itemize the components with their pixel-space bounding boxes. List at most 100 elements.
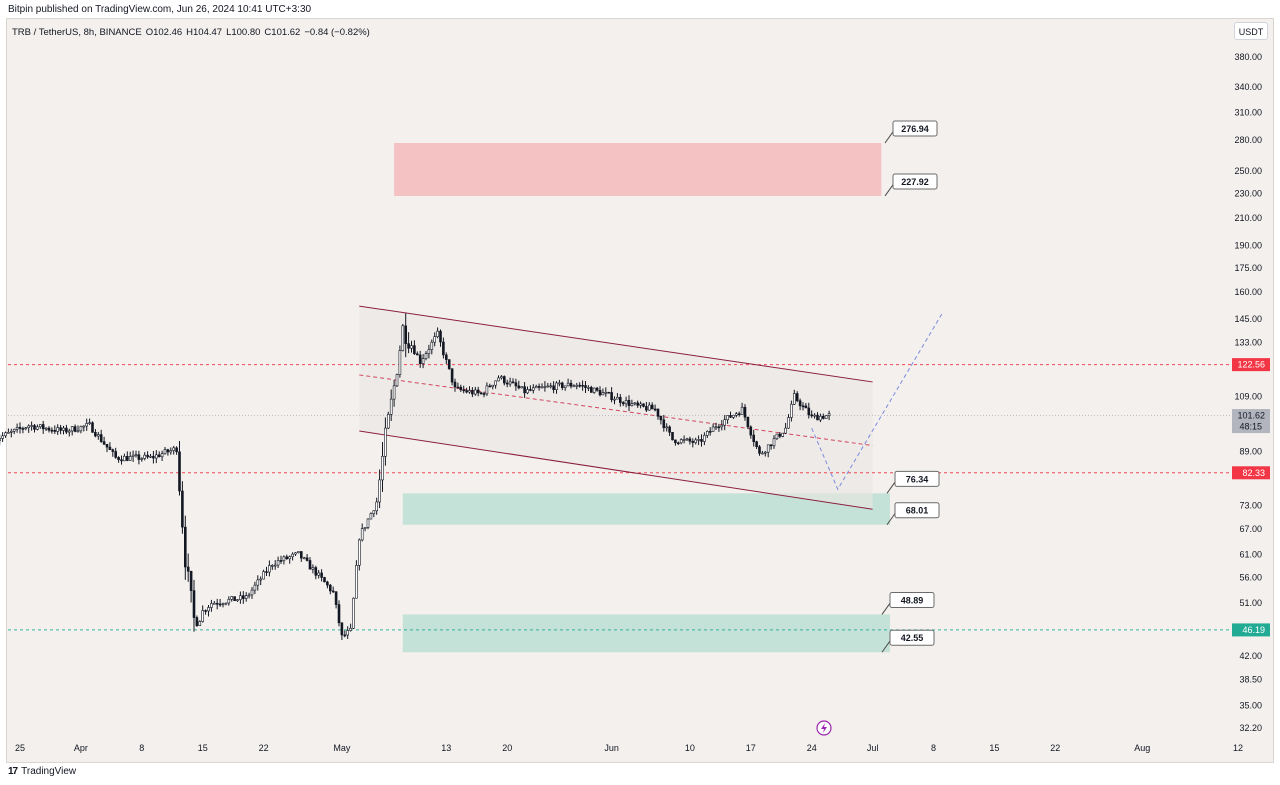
candle[interactable]	[804, 402, 808, 409]
candle[interactable]	[270, 564, 274, 570]
price-annotation[interactable]: 68.01	[886, 502, 940, 526]
candle[interactable]	[468, 386, 471, 394]
price-annotation[interactable]: 48.89	[881, 591, 935, 615]
candle[interactable]	[752, 429, 756, 447]
candle[interactable]	[360, 523, 364, 542]
candle[interactable]	[56, 424, 60, 435]
price-annotation[interactable]: 276.94	[884, 120, 938, 144]
candle[interactable]	[82, 425, 86, 432]
candle[interactable]	[471, 387, 474, 398]
candle[interactable]	[479, 391, 483, 395]
candle[interactable]	[450, 368, 454, 386]
candle[interactable]	[430, 339, 434, 355]
candle[interactable]	[76, 425, 80, 433]
candle[interactable]	[415, 351, 419, 356]
candle[interactable]	[50, 427, 54, 434]
candle[interactable]	[482, 391, 486, 398]
candle[interactable]	[558, 379, 561, 387]
candle[interactable]	[650, 402, 654, 410]
candle[interactable]	[439, 329, 442, 347]
candle[interactable]	[476, 386, 480, 397]
candle[interactable]	[824, 415, 828, 419]
candle[interactable]	[357, 538, 361, 571]
candle[interactable]	[88, 418, 91, 425]
candle[interactable]	[407, 332, 410, 354]
candle[interactable]	[523, 382, 526, 398]
candle[interactable]	[540, 383, 544, 389]
candle[interactable]	[343, 630, 347, 638]
candle[interactable]	[708, 427, 712, 436]
candle[interactable]	[537, 383, 541, 391]
candle[interactable]	[531, 384, 535, 394]
candle[interactable]	[798, 398, 802, 411]
candle[interactable]	[204, 609, 207, 615]
candle[interactable]	[15, 423, 19, 433]
candle[interactable]	[163, 447, 167, 455]
resistance-zone-0[interactable]	[394, 143, 882, 196]
candle[interactable]	[679, 438, 683, 445]
candle[interactable]	[314, 565, 318, 580]
candle[interactable]	[456, 382, 460, 389]
footer-logo[interactable]: 17 TradingView	[8, 766, 76, 777]
candle[interactable]	[508, 377, 512, 387]
candle[interactable]	[0, 434, 2, 445]
candle[interactable]	[384, 417, 387, 466]
price-annotation[interactable]: 76.34	[886, 470, 940, 494]
candle[interactable]	[485, 382, 489, 396]
projection-path[interactable]	[811, 313, 943, 491]
candle[interactable]	[592, 387, 596, 394]
candle[interactable]	[534, 384, 538, 389]
candle[interactable]	[624, 396, 628, 408]
candle[interactable]	[659, 415, 663, 425]
candle[interactable]	[146, 451, 149, 459]
candle[interactable]	[27, 424, 31, 433]
candle[interactable]	[175, 446, 178, 455]
candle[interactable]	[395, 373, 399, 388]
candle[interactable]	[517, 380, 521, 390]
candle[interactable]	[584, 381, 587, 393]
candle[interactable]	[737, 411, 741, 417]
candle[interactable]	[819, 413, 822, 423]
currency-button[interactable]: USDT	[1234, 22, 1268, 40]
candle[interactable]	[821, 413, 825, 420]
candle[interactable]	[743, 404, 747, 421]
candle[interactable]	[633, 402, 637, 406]
candle[interactable]	[511, 378, 515, 384]
candle[interactable]	[308, 557, 312, 570]
candle[interactable]	[285, 554, 289, 560]
candle[interactable]	[21, 426, 25, 434]
candle[interactable]	[169, 447, 173, 455]
candle[interactable]	[186, 553, 190, 582]
candle[interactable]	[320, 569, 323, 582]
candle[interactable]	[250, 587, 254, 599]
candle[interactable]	[189, 570, 193, 603]
candle[interactable]	[215, 598, 219, 610]
candle[interactable]	[59, 424, 62, 435]
candle[interactable]	[674, 439, 677, 446]
candle[interactable]	[268, 560, 271, 577]
candle[interactable]	[160, 450, 164, 461]
candle[interactable]	[502, 375, 506, 386]
candle[interactable]	[427, 344, 431, 359]
candle[interactable]	[418, 350, 422, 368]
candle[interactable]	[44, 427, 48, 432]
candle[interactable]	[346, 626, 350, 639]
candle[interactable]	[213, 600, 216, 605]
candle[interactable]	[668, 425, 671, 436]
candle[interactable]	[369, 512, 373, 520]
candle[interactable]	[297, 551, 300, 554]
candle[interactable]	[714, 422, 718, 431]
candle[interactable]	[68, 428, 71, 437]
candle[interactable]	[720, 420, 724, 431]
candle[interactable]	[645, 401, 648, 412]
candle[interactable]	[497, 375, 500, 382]
candle[interactable]	[616, 393, 619, 400]
candle[interactable]	[291, 552, 294, 561]
candle[interactable]	[30, 421, 33, 431]
candle[interactable]	[392, 380, 396, 407]
candle[interactable]	[569, 379, 573, 389]
candle[interactable]	[282, 555, 286, 565]
candle[interactable]	[549, 382, 553, 389]
candle[interactable]	[555, 381, 558, 394]
